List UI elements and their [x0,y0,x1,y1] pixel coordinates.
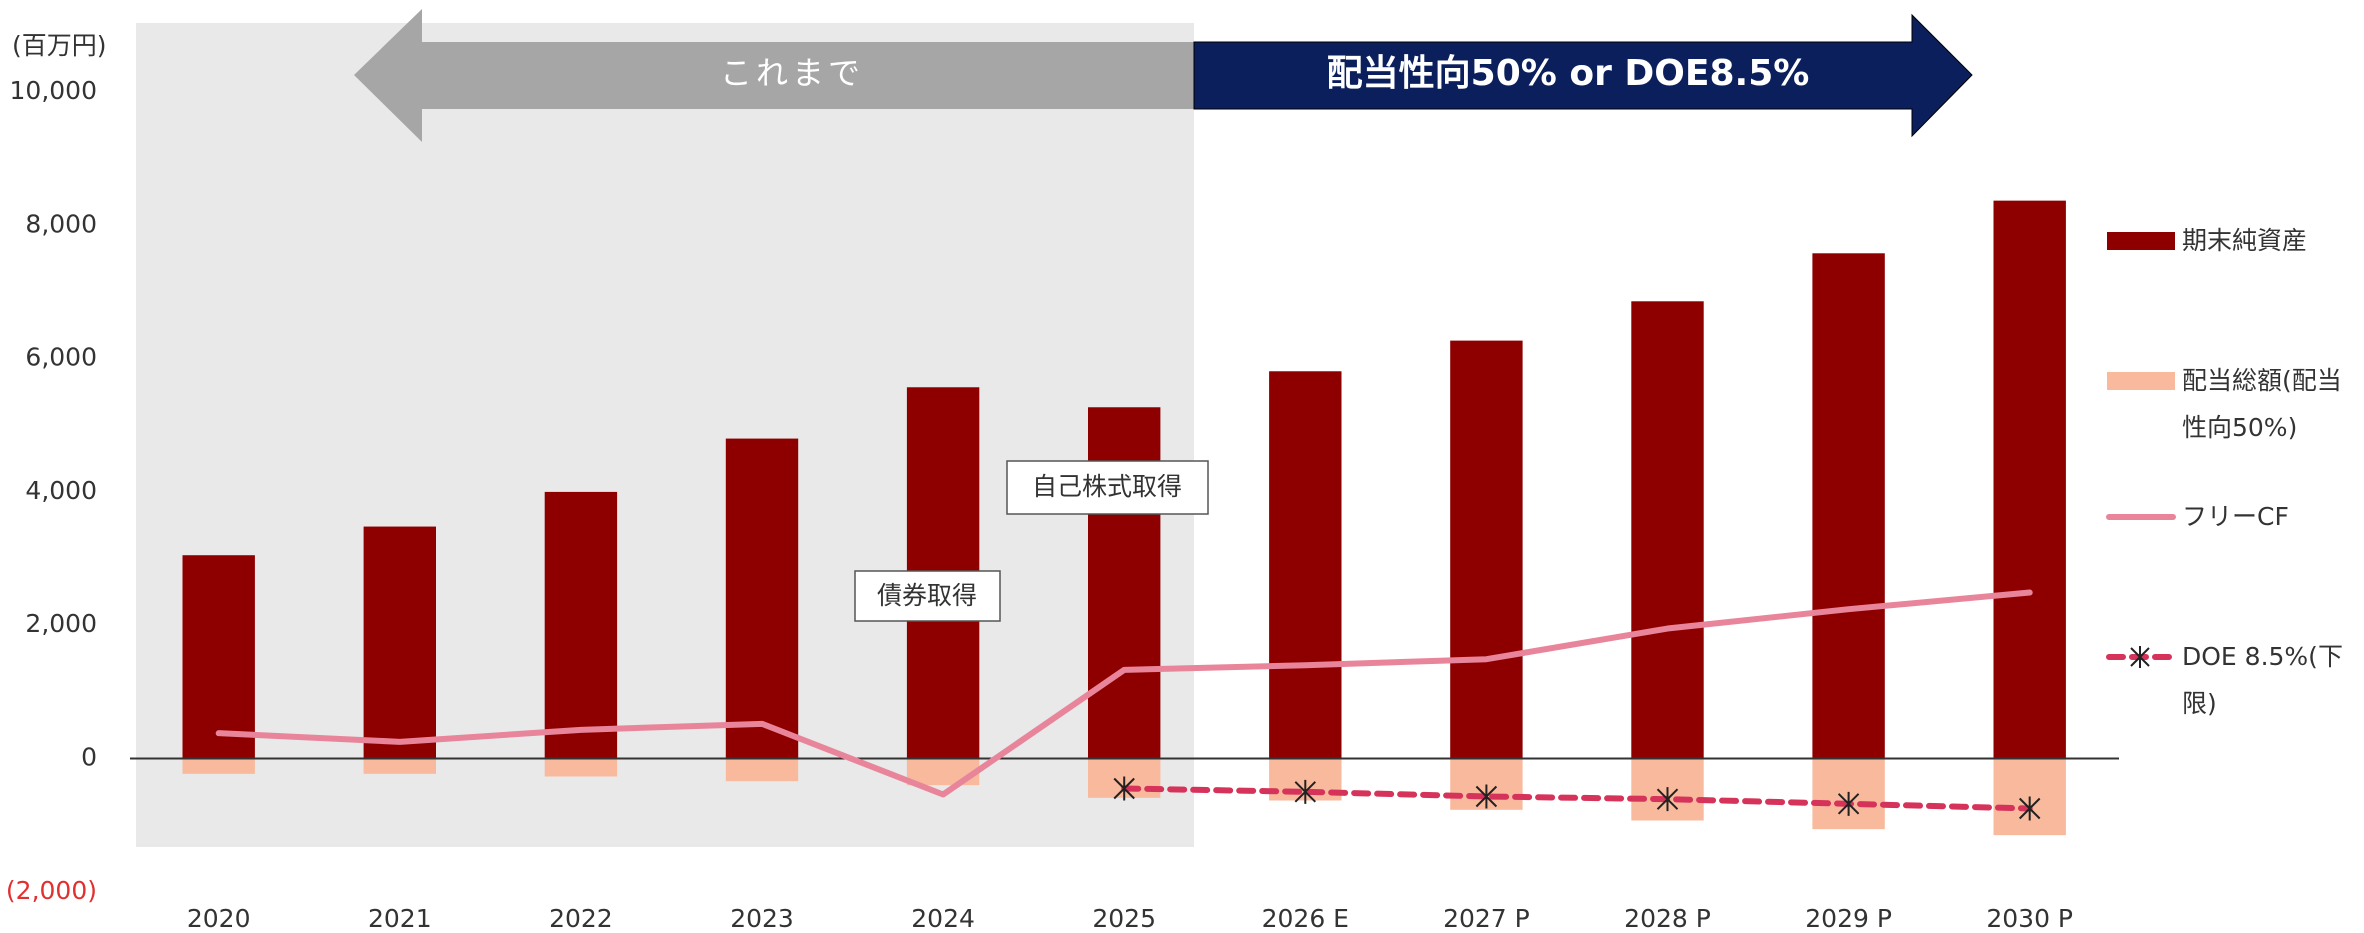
past-background [136,23,1194,847]
legend-item: 期末純資産 [2182,226,2308,255]
y-tick-label: (2,000) [6,876,97,905]
future-arrow [1193,13,1973,138]
line [1121,785,2033,812]
bar [725,758,799,782]
x-tick-label: 2020 [187,904,251,933]
bar [906,758,980,786]
era-label: 配当性向50% or DOE8.5% [1327,53,1810,94]
legend-marker [2130,646,2150,668]
bar [1631,301,1704,759]
annotation-box [1006,460,1209,515]
past-arrow [354,9,1194,142]
annotation-box [854,570,1001,622]
x-tick-label: 2028 P [1624,904,1711,933]
marker [1475,784,1498,809]
x-tick-label: 2029 P [1805,904,1892,933]
x-tick-label: 2027 P [1443,904,1530,933]
x-tick-label: 2025 [1092,904,1156,933]
marker [1113,776,1135,801]
bar [182,555,255,759]
y-tick-label: 0 [81,743,97,772]
marker [1294,779,1317,804]
marker [1837,791,1860,816]
legend-label: 配当総額(配当性向50%) [2182,366,2342,442]
bar [1269,371,1342,759]
bar [1812,253,1885,759]
y-axis-label: (百万円) [12,31,107,60]
bar [182,758,255,774]
bar [544,758,618,777]
annotation: 自己株式取得 [1032,472,1182,501]
x-tick-label: 2021 [368,904,432,933]
x-tick-label: 2030 P [1986,904,2073,933]
bar [363,526,436,759]
legend-swatch [2107,372,2175,390]
y-tick-label: 8,000 [25,209,97,238]
annotation: 債券取得 [877,581,977,610]
bar [725,438,799,759]
x-tick-label: 2023 [730,904,794,933]
bar [1088,407,1161,759]
y-tick-label: 4,000 [25,476,97,505]
x-tick-label: 2022 [549,904,613,933]
bar [1993,200,2066,759]
legend-item: DOE 8.5%(下限) [2182,642,2343,718]
x-tick-label: 2026 E [1262,904,1349,933]
marker [2018,796,2041,821]
x-tick-label: 2024 [911,904,975,933]
plot: (2,000) 0 2,000 4,000 6,000 8,000 10,000 2020 20… [6,76,2119,933]
legend-label: 期末純資産 [2182,226,2308,255]
legend-label: フリーCF [2182,502,2289,531]
bar [1450,340,1523,759]
line [215,589,2033,798]
legend-label: DOE 8.5%(下限) [2182,642,2343,718]
y-tick-label: 10,000 [10,76,97,105]
era-label: これまで [720,54,864,92]
y-tick-label: 6,000 [25,343,97,372]
y-tick-label: 2,000 [25,609,97,638]
legend-swatch [2107,232,2175,250]
legend-item: フリーCF [2182,502,2289,531]
marker [1656,787,1679,812]
bar [544,491,618,759]
bar [363,758,436,774]
legend-item: 配当総額(配当性向50%) [2182,366,2342,442]
